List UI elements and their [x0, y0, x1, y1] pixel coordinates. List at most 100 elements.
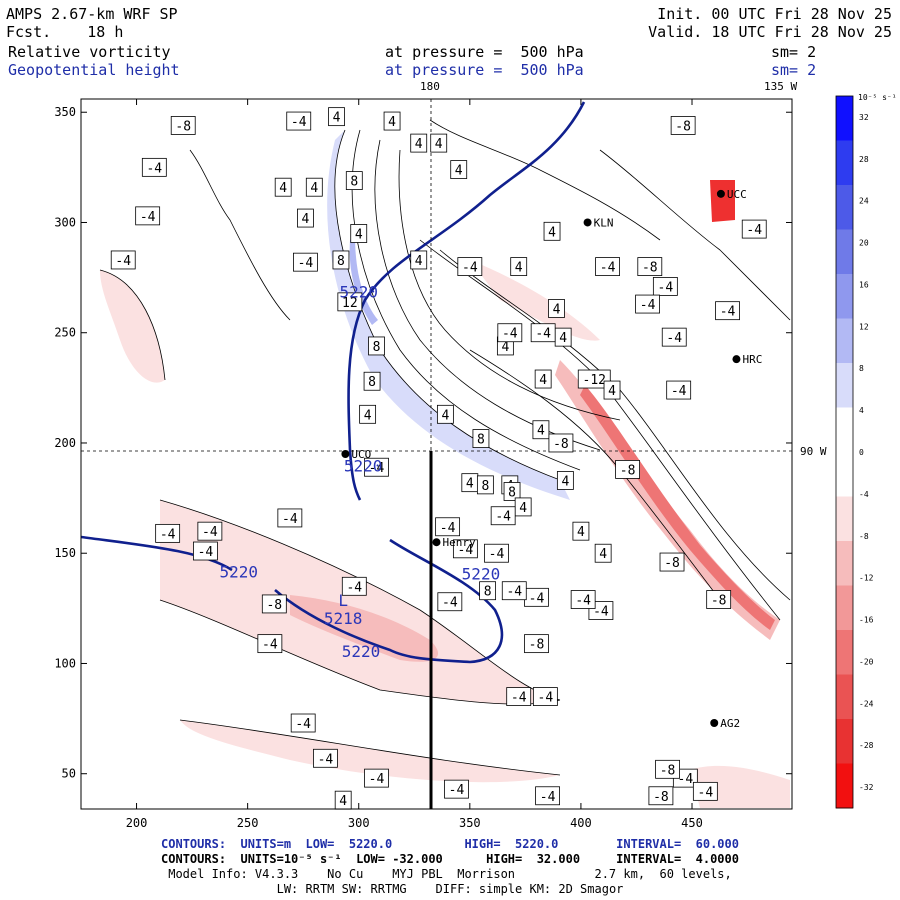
vorticity-label-text: -4 — [540, 790, 556, 805]
field2-name: Geopotential height — [8, 61, 180, 79]
height-label: 5220 — [339, 282, 378, 301]
neg-vorticity-ne — [470, 260, 600, 341]
vorticity-label: -4 — [155, 523, 181, 543]
model-title: AMPS 2.67-km WRF SP — [6, 5, 178, 23]
height-contour-5220-west — [81, 535, 233, 572]
vorticity-label: -8 — [659, 552, 685, 572]
vorticity-label: 4 — [410, 250, 428, 270]
vorticity-label-box — [155, 523, 181, 543]
stations-layer: UCO KLN UCC HRC Henry AG2 — [341, 188, 762, 730]
vorticity-label-text: -4 — [506, 585, 522, 600]
vorticity-label: -4 — [141, 157, 167, 177]
vorticity-label-box — [341, 576, 367, 596]
contour-line — [599, 149, 791, 321]
vorticity-label-text: -8 — [266, 598, 282, 613]
vorticity-label-text: -4 — [502, 327, 518, 342]
top-lon-180: 180 — [420, 80, 440, 93]
vorticity-label-box — [594, 543, 612, 563]
vorticity-label: 4 — [594, 543, 612, 563]
colorbar-cell — [836, 363, 853, 408]
vorticity-label: 4 — [572, 521, 590, 541]
vorticity-label: 4 — [450, 160, 468, 179]
vorticity-label-box — [661, 327, 687, 347]
vorticity-label-box — [548, 433, 574, 453]
vorticity-label-box — [257, 634, 283, 654]
vorticity-label-box — [170, 116, 196, 135]
vorticity-label-box — [274, 177, 292, 197]
vorticity-label-box — [741, 219, 767, 239]
vorticity-label-text: -4 — [440, 521, 456, 536]
colorbar-cell — [836, 541, 853, 586]
vorticity-label-text: 4 — [355, 228, 363, 243]
colorbar-cell — [836, 585, 853, 631]
vorticity-label: -4 — [110, 250, 136, 270]
colorbar-unit: 10⁻⁵ s⁻¹ — [858, 93, 897, 102]
colorbar-cell — [836, 452, 853, 497]
vorticity-label-box — [364, 457, 389, 477]
vorticity-label: 8 — [368, 336, 385, 356]
y-tick-label: 350 — [54, 105, 76, 119]
colorbar-cell — [836, 318, 853, 364]
vorticity-label: -4 — [193, 541, 218, 561]
vorticity-label: 4 — [334, 790, 352, 810]
vorticity-label-text: -4 — [575, 594, 591, 609]
station-marker — [583, 218, 592, 227]
vorticity-label: 4 — [297, 208, 314, 228]
vorticity-label: -4 — [444, 779, 469, 799]
vorticity-label-box — [534, 369, 552, 389]
vorticity-label: -4 — [293, 252, 318, 272]
colorbar-tick-label: -4 — [859, 490, 869, 499]
vorticity-label-box — [655, 759, 680, 779]
station-marker — [716, 189, 725, 198]
vorticity-label: -8 — [170, 116, 196, 135]
vorticity-label-text: -8 — [553, 437, 569, 452]
vorticity-label-text: -4 — [291, 115, 307, 130]
vorticity-label: 8 — [476, 475, 494, 495]
station-label: HRC — [742, 353, 762, 366]
vorticity-label-box — [277, 508, 303, 528]
vorticity-label: -4 — [741, 219, 767, 239]
vorticity-label-box — [532, 687, 558, 706]
vorticity-label-box — [193, 541, 218, 561]
vorticity-label-text: -4 — [462, 261, 478, 276]
vorticity-label: -4 — [490, 506, 516, 526]
colorbar-tick-label: -8 — [859, 532, 869, 541]
colorbar-tick-label: 16 — [859, 280, 869, 289]
vorticity-label: -4 — [666, 380, 692, 400]
vorticity-label-text: -4 — [746, 223, 762, 238]
x-tick-label: 450 — [681, 816, 703, 830]
vorticity-label-text: 4 — [599, 547, 607, 562]
vorticity-label: 4 — [603, 380, 621, 400]
colorbar-tick-label: 8 — [859, 364, 864, 373]
vorticity-label: 4 — [556, 471, 574, 490]
pressure-value-1: 500 hPa — [520, 43, 584, 61]
vorticity-label-box — [410, 133, 428, 153]
vorticity-label: 4 — [514, 497, 532, 517]
vorticity-label-text: 4 — [466, 477, 474, 492]
vorticity-label: -4 — [715, 301, 740, 321]
x-tick-label: 250 — [237, 816, 259, 830]
x-tick-label: 400 — [570, 816, 592, 830]
vorticity-label: 4 — [274, 177, 292, 197]
y-tick-label: 200 — [54, 436, 76, 450]
vorticity-label-text: 8 — [477, 433, 485, 448]
vorticity-label: 4 — [534, 369, 552, 389]
vorticity-label: 8 — [332, 250, 350, 270]
colorbar-tick-label: 12 — [859, 322, 869, 331]
height-label: 5220 — [462, 565, 501, 584]
footer-physics: LW: RRTM SW: RRTMG DIFF: simple KM: 2D S… — [276, 882, 624, 896]
vorticity-label-text: 4 — [455, 164, 463, 179]
vorticity-label-box — [363, 371, 381, 391]
contour-line — [179, 719, 561, 776]
vorticity-label-box — [368, 336, 385, 356]
vorticity-label-box — [293, 252, 318, 272]
strong-neg-vorticity — [710, 180, 735, 222]
vorticity-label: -4 — [435, 517, 461, 537]
forecast-label-text: Fcst. — [6, 23, 52, 41]
colorbar-tick-label: 20 — [859, 239, 869, 248]
vorticity-label-text: -4 — [666, 331, 682, 346]
vorticity-label-text: 4 — [548, 225, 556, 240]
vorticity-label-box — [328, 107, 345, 127]
colorbar-tick-label: -32 — [859, 783, 874, 792]
